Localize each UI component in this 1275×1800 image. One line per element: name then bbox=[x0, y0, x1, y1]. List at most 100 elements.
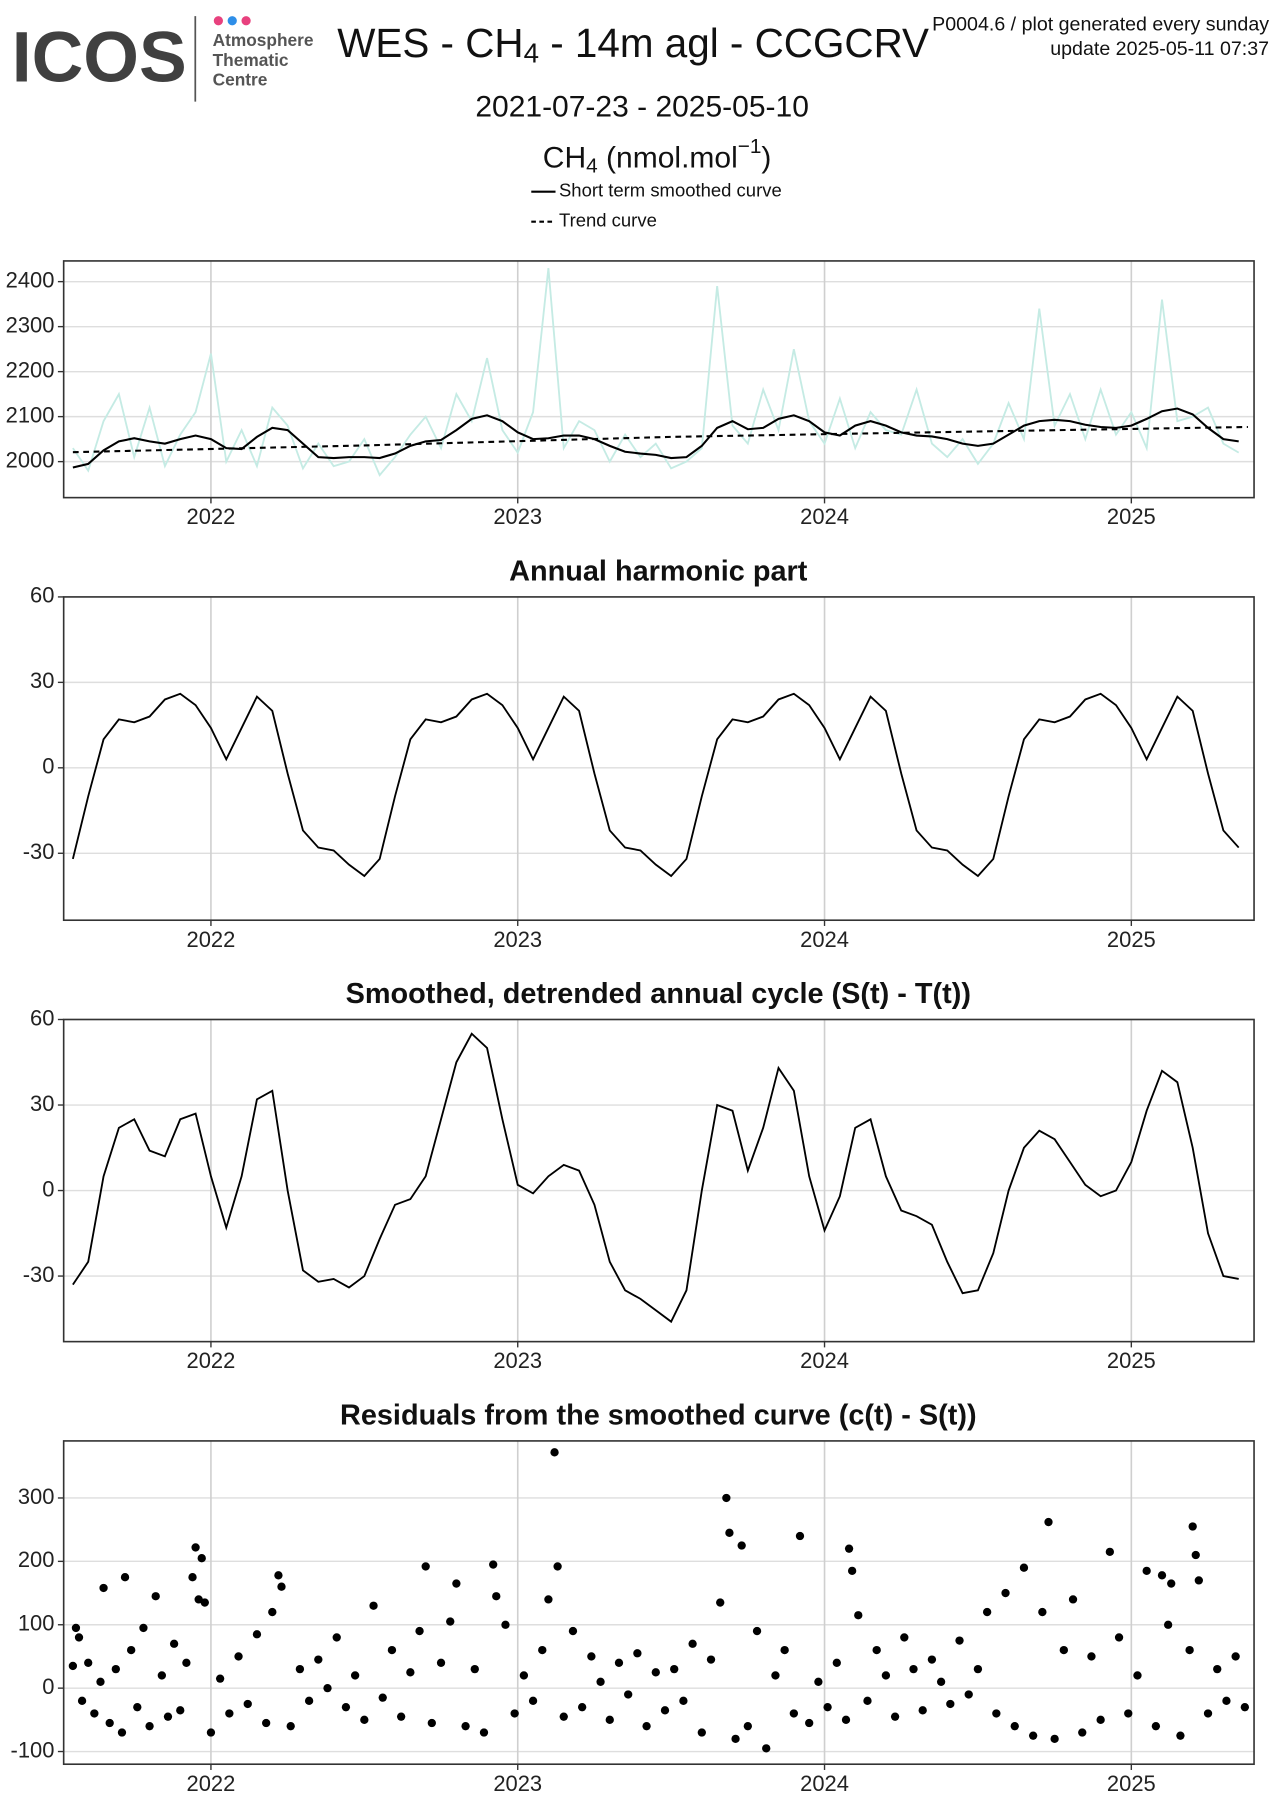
point bbox=[415, 1626, 424, 1636]
point bbox=[670, 1664, 679, 1674]
series-line bbox=[72, 1032, 1239, 1324]
point bbox=[96, 1677, 105, 1686]
point bbox=[127, 1645, 136, 1655]
y-tick-label: 60 bbox=[30, 1005, 54, 1030]
point bbox=[795, 1531, 805, 1541]
series-line bbox=[72, 407, 1239, 469]
point bbox=[823, 1703, 832, 1712]
point bbox=[139, 1623, 148, 1633]
panel-title: Annual harmonic part bbox=[509, 555, 808, 587]
point bbox=[77, 1696, 87, 1705]
point bbox=[396, 1712, 406, 1721]
date-range: 2021-07-23 - 2025-05-10 bbox=[475, 90, 809, 123]
y-tick-label: 0 bbox=[42, 754, 54, 779]
x-tick-label: 2025 bbox=[1107, 504, 1156, 529]
y-tick-label: -30 bbox=[23, 1262, 55, 1287]
point bbox=[252, 1630, 262, 1639]
point bbox=[844, 1544, 854, 1553]
point bbox=[872, 1645, 881, 1655]
point bbox=[688, 1639, 697, 1648]
point bbox=[1114, 1633, 1124, 1642]
point bbox=[387, 1645, 397, 1655]
x-tick-label: 2024 bbox=[800, 927, 849, 952]
point bbox=[74, 1633, 84, 1642]
point bbox=[725, 1528, 734, 1537]
x-tick-label: 2024 bbox=[800, 1348, 849, 1373]
y-tick-label: 2000 bbox=[6, 447, 55, 472]
point bbox=[461, 1722, 470, 1731]
point bbox=[99, 1583, 108, 1593]
point bbox=[578, 1703, 587, 1712]
point bbox=[436, 1658, 446, 1667]
y-tick-label: 60 bbox=[30, 583, 54, 608]
point bbox=[624, 1690, 633, 1699]
y-tick-label: 0 bbox=[42, 1674, 54, 1699]
point bbox=[743, 1722, 752, 1731]
point bbox=[332, 1633, 341, 1642]
point bbox=[1010, 1722, 1019, 1731]
point bbox=[176, 1706, 185, 1715]
x-tick-label: 2023 bbox=[493, 927, 542, 952]
point bbox=[501, 1620, 510, 1629]
point bbox=[789, 1709, 799, 1718]
code: P0004.6 / plot generated every sunday bbox=[932, 14, 1269, 36]
y-tick-label: 200 bbox=[18, 1547, 55, 1572]
point bbox=[854, 1611, 863, 1620]
point bbox=[1068, 1595, 1078, 1604]
point bbox=[992, 1709, 1001, 1718]
series-line bbox=[72, 268, 1240, 477]
point bbox=[1213, 1664, 1222, 1674]
x-tick-label: 2024 bbox=[800, 1771, 849, 1796]
point bbox=[1105, 1547, 1115, 1557]
point bbox=[421, 1562, 430, 1571]
org-line: Thematic bbox=[213, 50, 289, 70]
point bbox=[519, 1671, 529, 1680]
point bbox=[133, 1703, 142, 1712]
point bbox=[697, 1728, 706, 1737]
point bbox=[1185, 1645, 1194, 1655]
panel-border bbox=[62, 596, 1255, 922]
point bbox=[200, 1598, 209, 1607]
point bbox=[1203, 1709, 1213, 1718]
point bbox=[117, 1728, 127, 1737]
point bbox=[1176, 1731, 1185, 1740]
point bbox=[973, 1664, 983, 1674]
point bbox=[544, 1595, 553, 1604]
point bbox=[1194, 1576, 1203, 1585]
point bbox=[642, 1722, 651, 1731]
point bbox=[452, 1579, 461, 1588]
point bbox=[1028, 1731, 1038, 1740]
point bbox=[737, 1541, 746, 1550]
point bbox=[1151, 1722, 1161, 1731]
y-tick-label: 2100 bbox=[6, 402, 55, 427]
point bbox=[1240, 1703, 1250, 1712]
point bbox=[982, 1607, 992, 1617]
panel-title: Smoothed, detrended annual cycle (S(t) -… bbox=[346, 978, 971, 1010]
point bbox=[406, 1668, 415, 1677]
point bbox=[1096, 1715, 1105, 1724]
point bbox=[847, 1566, 857, 1576]
unit-sup: −1 bbox=[738, 135, 762, 158]
point bbox=[194, 1595, 203, 1604]
point bbox=[780, 1645, 789, 1655]
point bbox=[1188, 1522, 1197, 1531]
unit: CH4 (nmol.mol−1) bbox=[543, 135, 772, 178]
point bbox=[479, 1728, 489, 1737]
point bbox=[918, 1706, 927, 1715]
point bbox=[350, 1671, 360, 1680]
y-tick-label: 300 bbox=[18, 1484, 55, 1509]
point bbox=[1167, 1579, 1176, 1588]
x-tick-label: 2025 bbox=[1107, 927, 1156, 952]
update: update 2025-05-11 07:37 bbox=[1050, 38, 1269, 60]
y-tick-label: 2400 bbox=[6, 267, 55, 292]
point bbox=[1044, 1517, 1053, 1527]
point bbox=[191, 1543, 200, 1552]
point bbox=[1157, 1571, 1167, 1580]
point bbox=[295, 1664, 305, 1674]
point bbox=[1163, 1620, 1173, 1629]
point bbox=[538, 1645, 547, 1655]
point bbox=[378, 1693, 387, 1702]
title-part: WES - CH bbox=[337, 20, 523, 66]
y-tick-label: 30 bbox=[30, 668, 54, 693]
point bbox=[1222, 1696, 1231, 1705]
